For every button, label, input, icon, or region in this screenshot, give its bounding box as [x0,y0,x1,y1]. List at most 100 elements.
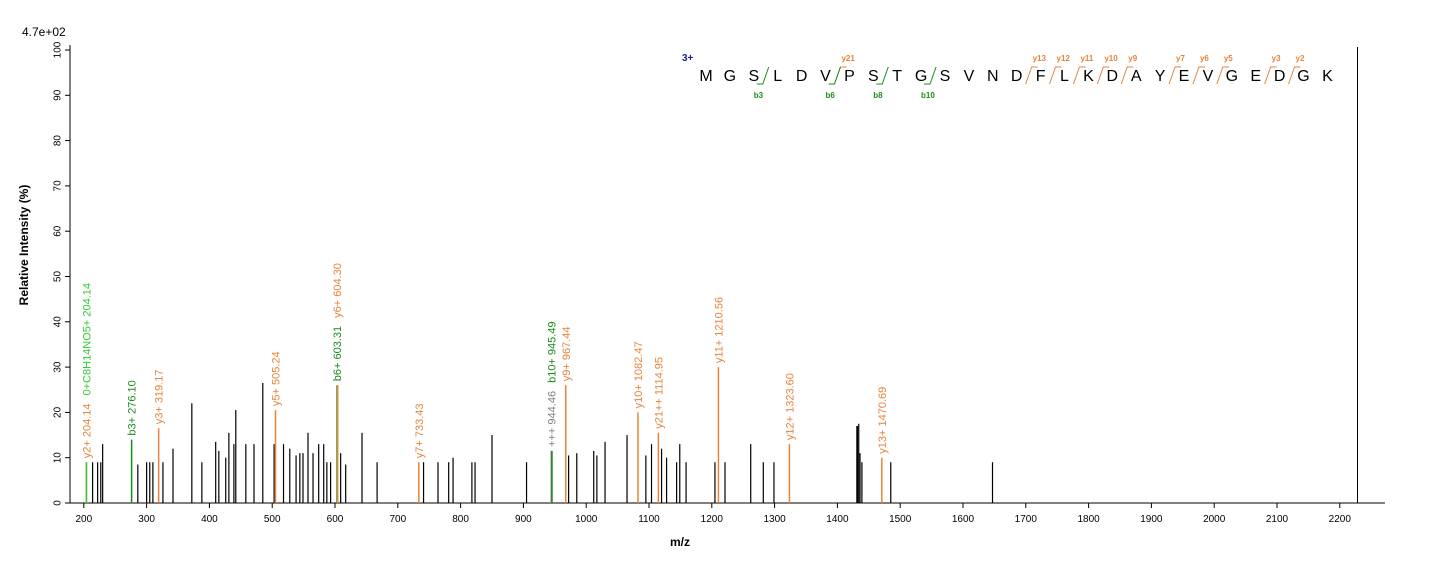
residue: D [1274,68,1286,85]
peak-label: b3+ 276.10 [127,380,139,435]
y-tick-label: 100 [53,41,64,58]
peak-label: y2+ 204.14 [81,403,93,458]
y-tick-label: 30 [53,361,64,373]
residue: Y [1155,68,1166,85]
peak-label: b6+ 603.31 [332,326,344,381]
x-tick-label: 400 [201,514,218,525]
y-ion-label: y2 [1296,54,1305,63]
y-ion-marker [1168,66,1182,85]
x-tick-label: 900 [515,514,532,525]
y-ion-marker [1025,66,1038,85]
x-tick-label: 1600 [952,514,975,525]
residue: L [773,68,782,85]
x-tick-label: 1200 [701,514,724,525]
y-ion-label: y21 [841,54,855,63]
x-tick-label: 1500 [889,514,912,525]
residue: V [1203,68,1214,85]
x-tick-label: 2200 [1329,514,1352,525]
peak-label: y11+ 1210.56 [713,297,725,363]
residue: K [1083,68,1094,85]
y-ion-label: y13 [1033,54,1047,63]
x-tick-label: 1700 [1015,514,1038,525]
y-ion-label: y10 [1104,54,1118,63]
y-ion-marker [1264,66,1277,85]
y-ion-label: y5 [1224,54,1233,63]
residue: G [915,68,927,85]
x-tick-label: 2000 [1203,514,1226,525]
y-ion-label: y6 [1200,54,1209,63]
x-tick-label: 1000 [575,514,598,525]
residue: N [987,68,999,85]
residue: L [1060,68,1069,85]
y-ion-label: y12 [1057,54,1071,63]
residue: G [1297,68,1309,85]
y-ion-marker [1288,66,1301,85]
residue: T [892,68,902,85]
x-tick-label: 500 [264,514,281,525]
peak-label: y3+ 319.17 [154,370,166,425]
y-ion-marker [1096,66,1110,85]
charge-label: 3+ [682,53,694,64]
y-tick-label: 90 [53,89,64,101]
y-tick-label: 20 [53,406,64,418]
peak-label: y13+ 1470.69 [877,387,889,454]
residue: G [1226,68,1238,85]
peak-label: y5+ 505.24 [271,351,283,406]
b-ion-label: b6 [825,91,835,100]
residue: D [1011,68,1023,85]
y-tick-label: 0 [53,500,64,506]
x-tick-label: 700 [389,514,406,525]
x-tick-label: 1300 [763,514,786,525]
peak-label: y6+ 604.30 [332,263,344,318]
residue: E [1179,68,1190,85]
b-ion-marker [756,66,770,85]
x-tick-label: 1100 [638,514,660,525]
peak-label: b10+ 945.49 [546,321,558,382]
peak-label: y12+ 1323.60 [784,373,796,440]
y-tick-label: 70 [53,180,64,192]
y-ion-marker [1072,66,1086,85]
residue: D [796,68,808,85]
y-ion-label: y3 [1272,54,1281,63]
b-ion-label: b8 [873,91,883,100]
x-tick-label: 1800 [1077,514,1100,525]
x-axis-label: m/z [670,535,690,549]
peak-label: 0+C8H14NO5+ 204.14 [81,283,93,396]
peak-label: y9+ 967.44 [561,326,573,381]
y-ion-marker [1216,66,1229,85]
residue: M [699,68,712,85]
x-tick-label: 1900 [1140,514,1163,525]
peak-label: y21++ 1114.95 [653,357,665,429]
y-axis-label: Relative Intensity (%) [17,185,31,306]
y-ion-marker [1049,66,1062,85]
y-ion-label: y9 [1128,54,1137,63]
y-ion-label: y11 [1080,54,1093,63]
peak-label: +++ 944.46 [546,391,558,447]
y-tick-label: 50 [53,271,64,283]
residue: K [1322,68,1333,85]
y-tick-label: 80 [53,135,64,147]
residue: E [1250,68,1261,85]
residue: A [1131,68,1142,85]
y-ion-marker [1192,66,1205,85]
y-ion-label: y7 [1176,54,1185,63]
residue: S [940,68,951,85]
residue: V [964,68,975,85]
y-tick-label: 60 [53,225,64,237]
residue: F [1036,68,1046,85]
residue: G [724,68,736,85]
x-tick-label: 2100 [1266,514,1289,525]
b-ion-label: b10 [921,91,935,100]
b-ion-label: b3 [754,91,764,100]
b-ion-marker [876,66,889,85]
residue: S [868,68,879,85]
x-tick-label: 800 [452,514,469,525]
residue: V [820,68,831,85]
residue: D [1107,68,1119,85]
x-tick-label: 600 [327,514,344,525]
x-tick-label: 300 [138,514,155,525]
y-ion-marker [1120,66,1134,85]
x-tick-label: 200 [75,514,92,525]
peak-label: y7+ 733.43 [414,403,426,458]
